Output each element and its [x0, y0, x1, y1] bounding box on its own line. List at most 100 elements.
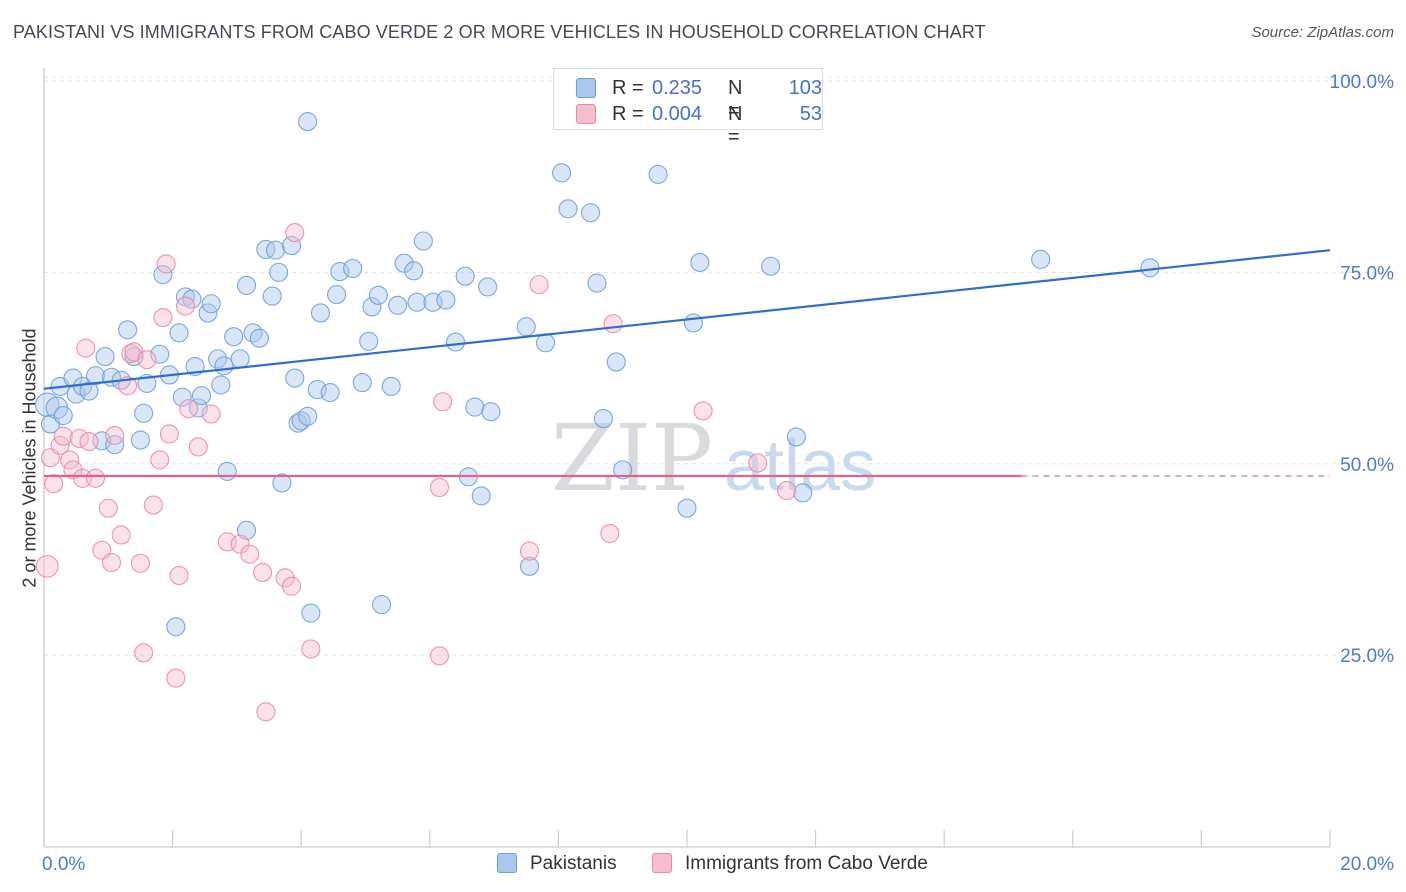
point-cabo-verde — [79, 432, 99, 452]
point-pakistanis — [359, 331, 379, 351]
y-tick-label: 25.0% — [1340, 646, 1394, 667]
point-cabo-verde — [253, 562, 273, 583]
point-pakistanis — [455, 266, 475, 286]
point-pakistanis — [320, 383, 340, 403]
point-pakistanis — [217, 461, 237, 481]
x-tick-label: 20.0% — [1340, 854, 1394, 875]
point-pakistanis — [166, 617, 186, 637]
point-cabo-verde — [105, 425, 125, 445]
bottom-legend-swatch-blue — [497, 853, 517, 873]
point-pakistanis — [1031, 249, 1051, 269]
point-pakistanis — [269, 262, 289, 282]
point-pakistanis — [236, 275, 257, 295]
point-pakistanis — [343, 258, 363, 279]
legend-r-label: R = — [612, 103, 644, 125]
point-pakistanis — [558, 199, 578, 219]
point-cabo-verde — [130, 553, 150, 573]
point-cabo-verde — [44, 474, 64, 494]
point-cabo-verde — [256, 702, 276, 722]
point-pakistanis — [256, 239, 276, 259]
point-pakistanis — [34, 392, 60, 418]
point-pakistanis — [249, 328, 269, 348]
point-pakistanis — [552, 163, 572, 183]
trend-line-pakistanis — [43, 249, 1331, 390]
point-pakistanis — [381, 376, 401, 396]
point-pakistanis — [593, 409, 613, 429]
point-pakistanis — [471, 486, 491, 506]
point-cabo-verde — [137, 350, 157, 370]
point-cabo-verde — [188, 437, 208, 457]
point-pakistanis — [211, 375, 231, 395]
point-pakistanis — [613, 460, 633, 480]
point-pakistanis — [362, 297, 382, 317]
point-pakistanis — [191, 386, 212, 406]
legend-n-value: 103 — [788, 77, 822, 99]
point-pakistanis — [272, 473, 292, 493]
point-cabo-verde — [429, 646, 449, 666]
legend-n-value: 53 — [799, 103, 822, 125]
point-cabo-verde — [600, 523, 620, 543]
point-pakistanis — [786, 427, 806, 447]
point-pakistanis — [677, 498, 697, 518]
point-cabo-verde — [150, 450, 170, 470]
point-cabo-verde — [153, 307, 173, 328]
point-pakistanis — [243, 323, 263, 343]
bottom-legend-label: Immigrants from Cabo Verde — [685, 853, 928, 874]
legend-n-label: N = — [728, 103, 743, 148]
point-pakistanis — [352, 373, 372, 393]
point-pakistanis — [388, 295, 408, 315]
legend-r-value: 0.004 — [652, 103, 703, 125]
point-cabo-verde — [429, 477, 449, 498]
point-pakistanis — [580, 203, 601, 223]
point-pakistanis — [214, 356, 234, 376]
point-pakistanis — [285, 368, 305, 388]
point-pakistanis — [265, 240, 286, 260]
point-cabo-verde — [529, 275, 549, 295]
point-pakistanis — [118, 320, 138, 340]
point-pakistanis — [519, 556, 540, 576]
point-cabo-verde — [166, 668, 186, 688]
point-cabo-verde — [301, 639, 321, 659]
point-pakistanis — [481, 402, 501, 422]
point-pakistanis — [130, 430, 150, 450]
point-cabo-verde — [179, 399, 199, 419]
bottom-legend-swatch-pink — [652, 853, 672, 873]
point-pakistanis — [761, 256, 781, 276]
point-pakistanis — [95, 347, 115, 367]
legend-swatch-pink — [576, 104, 596, 124]
point-cabo-verde — [240, 544, 260, 564]
point-pakistanis — [53, 405, 73, 426]
point-pakistanis — [683, 313, 703, 333]
point-pakistanis — [535, 333, 556, 353]
legend-r-value: 0.235 — [652, 77, 703, 99]
legend-n-label: N = — [728, 77, 743, 122]
point-cabo-verde — [85, 468, 105, 488]
point-cabo-verde — [693, 401, 713, 421]
point-pakistanis — [445, 332, 466, 352]
point-pakistanis — [230, 349, 250, 369]
point-cabo-verde — [285, 223, 305, 243]
correlation-legend: R = 0.235 N = 103 R = 0.004 N = 53 — [553, 68, 823, 148]
point-cabo-verde — [134, 643, 154, 663]
point-pakistanis — [478, 277, 498, 297]
point-pakistanis — [85, 366, 105, 386]
point-cabo-verde — [169, 565, 189, 586]
point-cabo-verde — [603, 314, 623, 334]
point-pakistanis — [169, 323, 189, 343]
point-cabo-verde — [159, 424, 179, 444]
point-pakistanis — [394, 253, 414, 273]
point-pakistanis — [201, 294, 221, 314]
y-tick-label: 75.0% — [1340, 263, 1394, 284]
point-cabo-verde — [156, 254, 176, 274]
point-cabo-verde — [63, 460, 83, 480]
point-cabo-verde — [777, 480, 797, 501]
point-pakistanis — [301, 603, 321, 623]
point-cabo-verde — [230, 534, 250, 554]
axes — [43, 68, 1331, 848]
point-pakistanis — [404, 261, 424, 281]
point-pakistanis — [368, 285, 388, 305]
x-tick-label: 0.0% — [42, 854, 85, 875]
chart-title: PAKISTANI VS IMMIGRANTS FROM CABO VERDE … — [13, 22, 986, 42]
point-pakistanis — [262, 286, 282, 306]
point-pakistanis — [172, 387, 192, 407]
